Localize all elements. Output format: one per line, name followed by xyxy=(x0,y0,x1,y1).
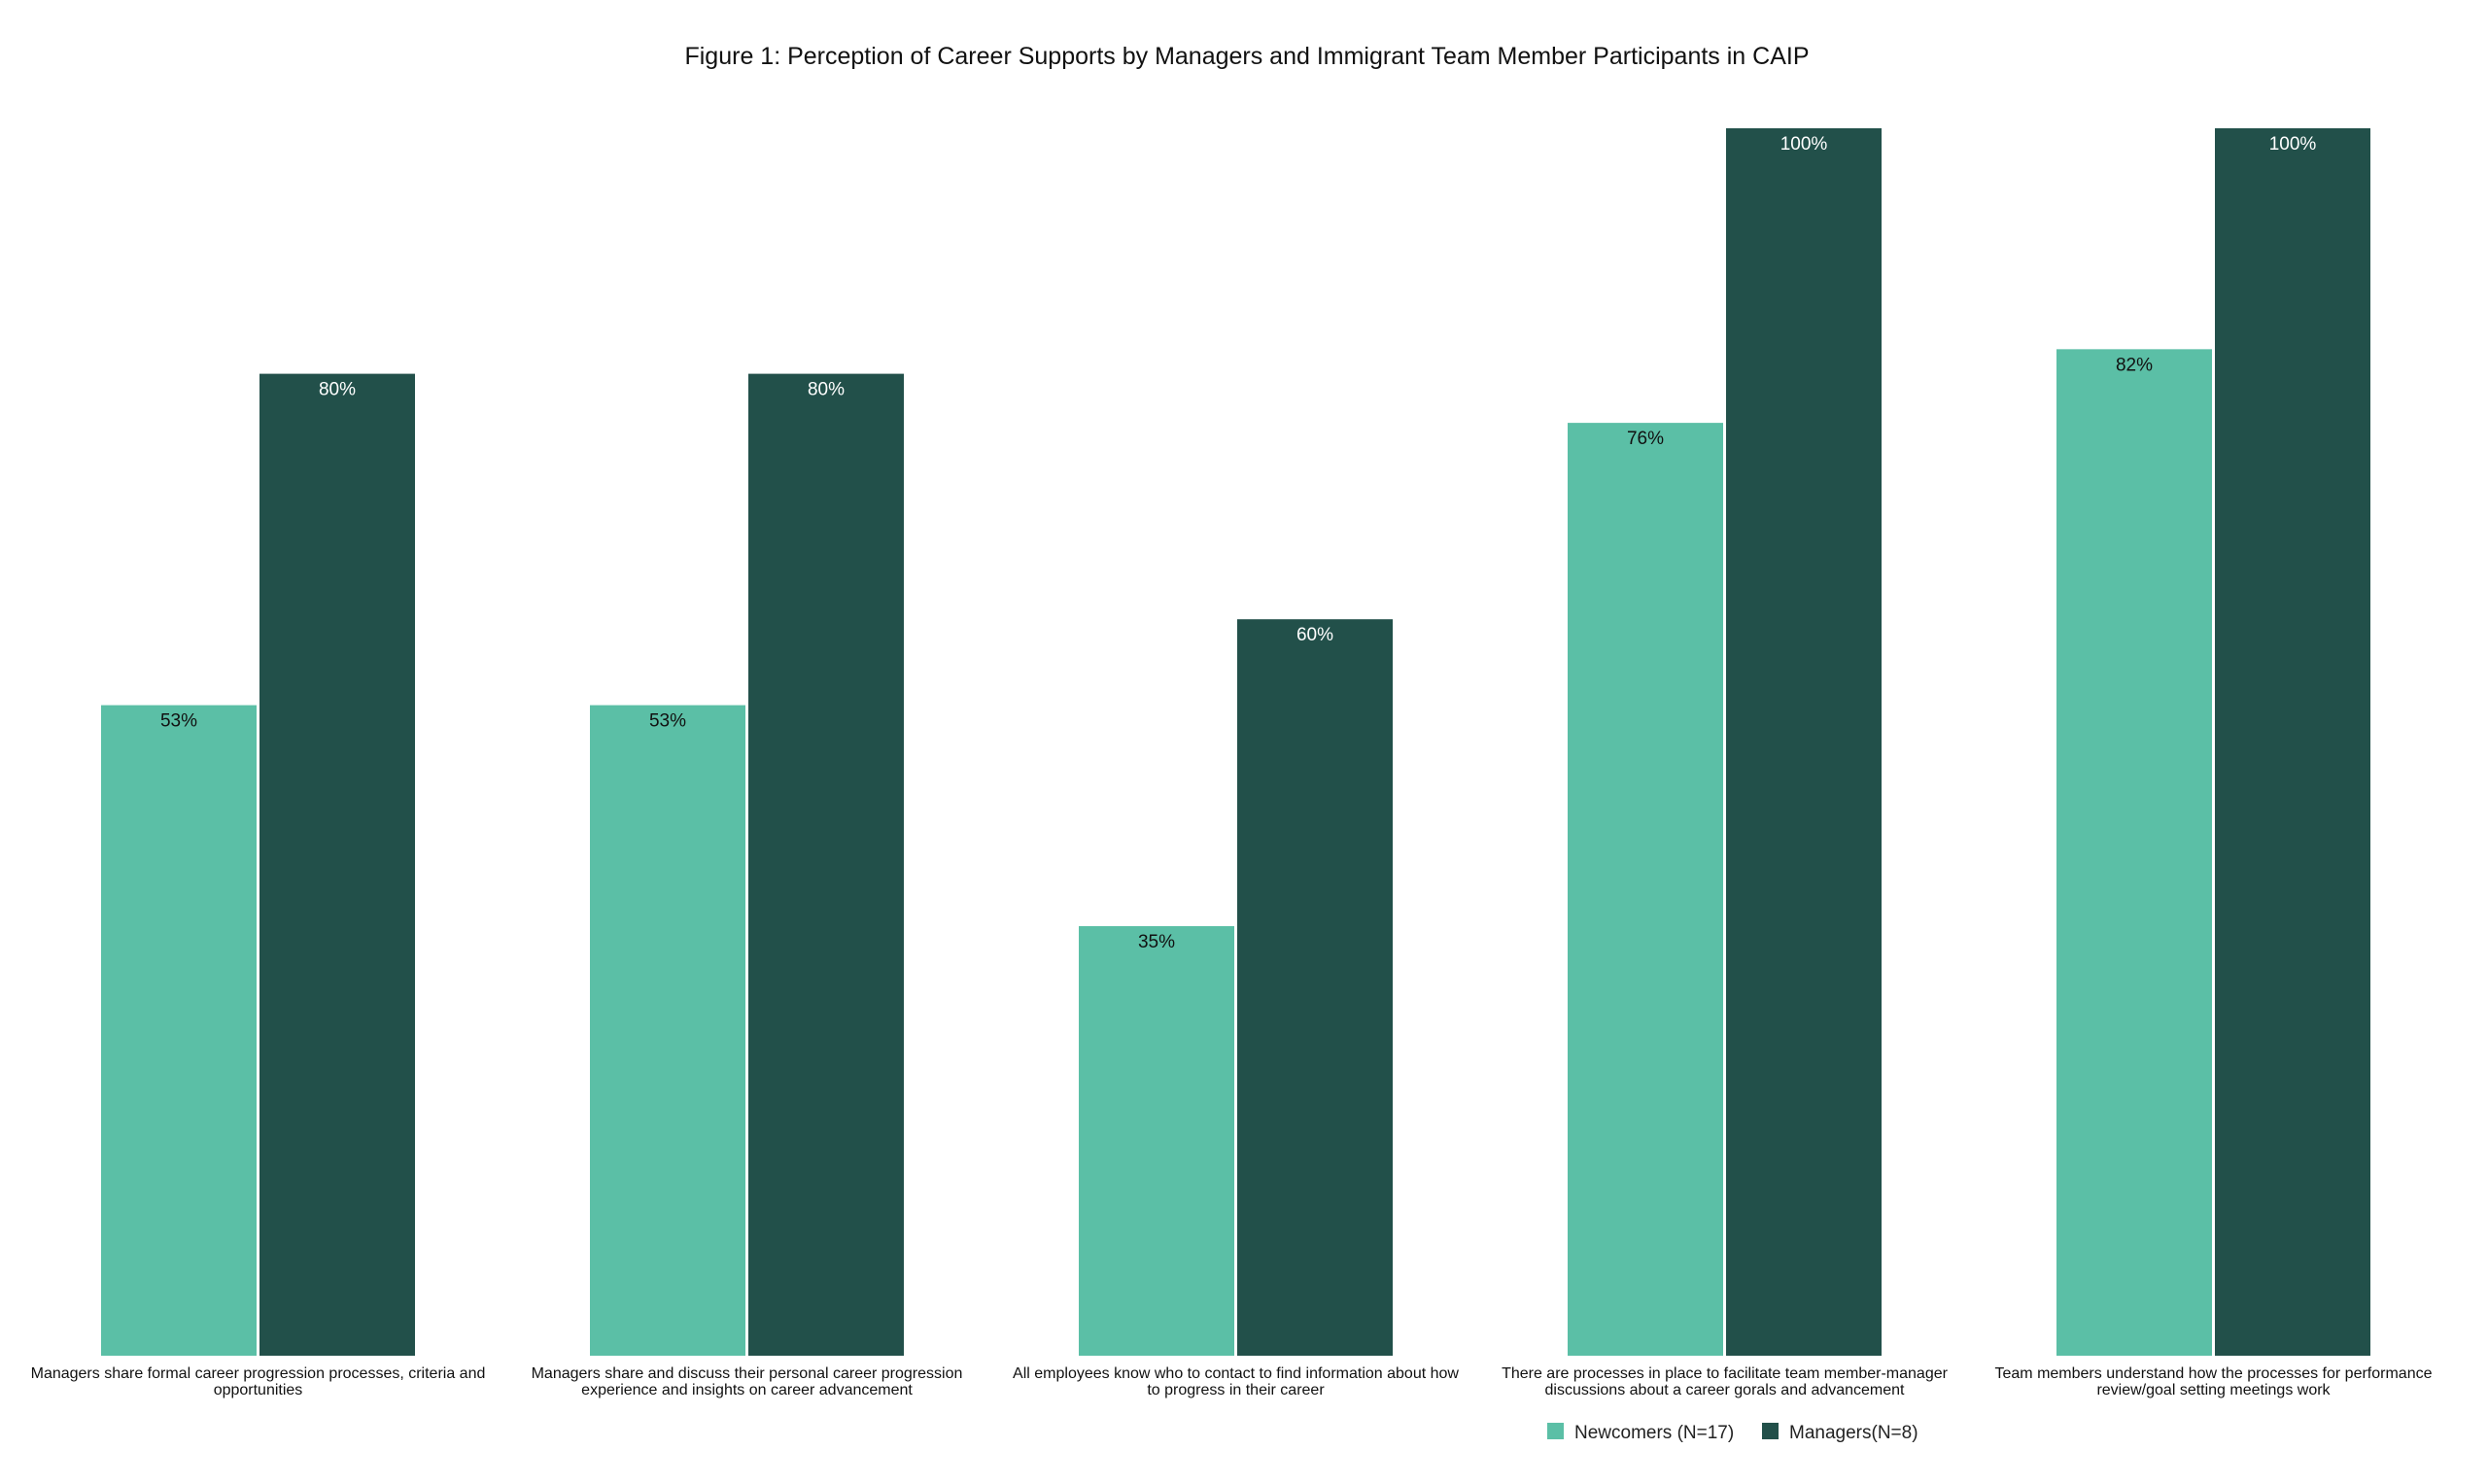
bar-managers-1 xyxy=(259,373,415,1357)
bar-value-label-managers-4: 100% xyxy=(1780,134,1828,155)
category-label-5-line-2: review/goal setting meetings work xyxy=(2096,1382,2331,1398)
bar-value-label-newcomers-2: 53% xyxy=(649,711,686,732)
legend: Newcomers (N=17) Managers(N=8) xyxy=(1547,1423,1918,1443)
category-label-2-line-1: Managers share and discuss their persona… xyxy=(532,1365,963,1382)
category-labels-group: Managers share formal career progression… xyxy=(31,1365,2433,1398)
bar-managers-3 xyxy=(1237,619,1393,1356)
category-label-4-line-1: There are processes in place to facilita… xyxy=(1502,1365,1949,1382)
bar-value-label-newcomers-1: 53% xyxy=(160,711,197,732)
bar-managers-5 xyxy=(2215,128,2370,1356)
legend-label-managers: Managers(N=8) xyxy=(1789,1423,1918,1443)
legend-label-newcomers: Newcomers (N=17) xyxy=(1574,1423,1734,1443)
category-label-3-line-2: to progress in their career xyxy=(1147,1382,1325,1398)
bar-newcomers-2 xyxy=(590,705,745,1356)
bar-value-label-newcomers-4: 76% xyxy=(1627,429,1664,449)
bar-labels-group: 53% 80% 53% 80% 35% 60% 76% 100% 82% 100% xyxy=(160,134,2316,952)
legend-swatch-newcomers xyxy=(1547,1423,1564,1439)
category-label-2-line-2: experience and insights on career advanc… xyxy=(581,1382,913,1398)
bar-value-label-managers-5: 100% xyxy=(2269,134,2317,155)
bar-value-label-newcomers-3: 35% xyxy=(1138,932,1175,952)
chart-title: Figure 1: Perception of Career Supports … xyxy=(684,43,1809,70)
bar-value-label-newcomers-5: 82% xyxy=(2116,355,2153,375)
bar-newcomers-4 xyxy=(1568,423,1723,1356)
bar-value-label-managers-2: 80% xyxy=(808,380,845,400)
category-label-4-line-2: discussions about a career gorals and ad… xyxy=(1545,1382,1906,1398)
bar-managers-2 xyxy=(748,373,904,1357)
category-label-1-line-2: opportunities xyxy=(214,1382,303,1398)
category-label-3-line-1: All employees know who to contact to fin… xyxy=(1013,1365,1459,1382)
bar-value-label-managers-1: 80% xyxy=(319,380,356,400)
bar-newcomers-5 xyxy=(2056,349,2212,1357)
bar-newcomers-1 xyxy=(101,705,257,1356)
bars-group xyxy=(101,128,2370,1357)
bar-managers-4 xyxy=(1726,128,1882,1356)
category-label-5-line-1: Team members understand how the processe… xyxy=(1995,1365,2433,1382)
category-label-1-line-1: Managers share formal career progression… xyxy=(31,1365,486,1382)
bar-newcomers-3 xyxy=(1079,925,1234,1356)
bar-value-label-managers-3: 60% xyxy=(1296,625,1333,645)
legend-swatch-managers xyxy=(1762,1423,1779,1439)
